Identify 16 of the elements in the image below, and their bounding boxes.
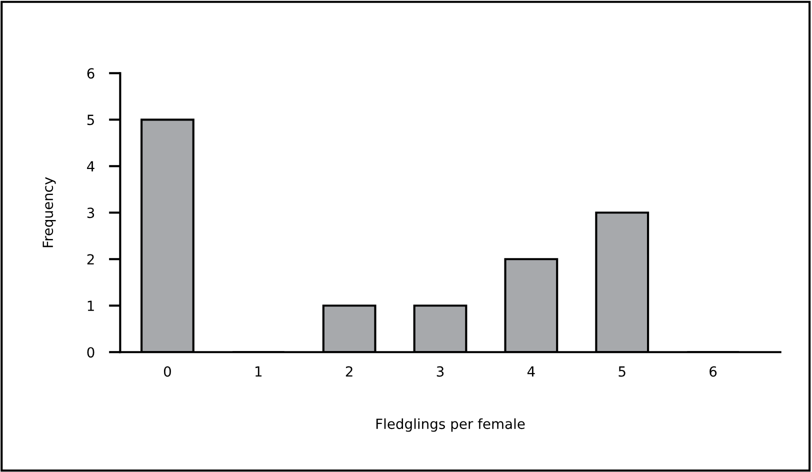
x-tick-label: 6 [710,366,717,377]
y-tick-label: 2 [87,254,94,264]
x-tick-label: 5 [618,366,626,377]
x-tick-label: 0 [164,366,171,377]
x-tick-label: 1 [256,366,262,377]
x-tick-label: 2 [346,366,352,377]
y-axis-title: Frequency [42,177,56,248]
y-tick-label: 4 [87,161,94,172]
y-tick-label: 5 [87,114,94,126]
y-tick-label: 0 [87,347,94,358]
y-tick-label: 6 [87,68,94,79]
y-tick-label: 1 [88,300,94,311]
x-axis-title: Fledglings per female [376,418,525,432]
y-tick-label: 3 [87,208,94,218]
x-tick-label: 3 [436,366,444,377]
x-tick-label: 4 [527,366,535,377]
